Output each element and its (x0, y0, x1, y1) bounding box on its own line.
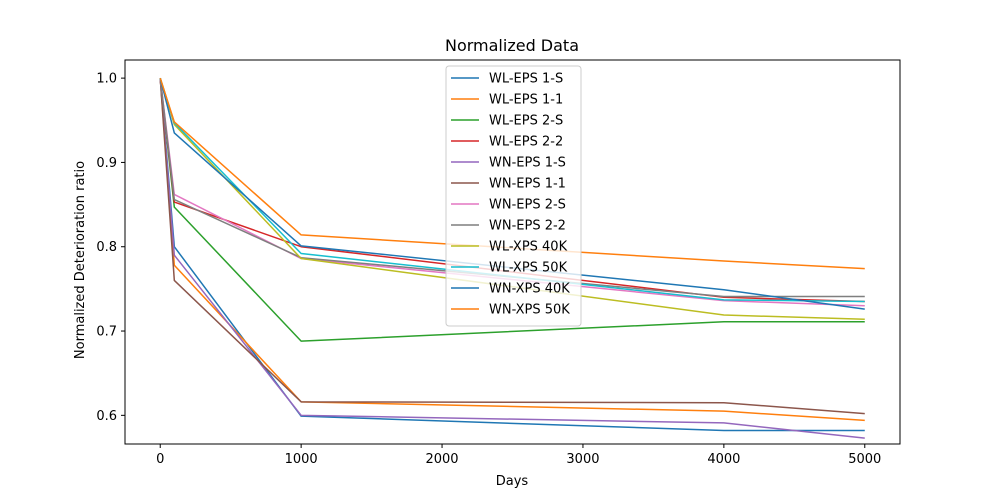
series-line-6 (159, 78, 865, 415)
legend-label: WL-EPS 2-2 (489, 135, 563, 150)
y-tick-label: 0.7 (96, 325, 117, 340)
legend-label: WN-EPS 2-2 (489, 219, 566, 234)
legend-label: WN-XPS 40K (489, 282, 570, 297)
legend-label: WN-XPS 50K (489, 303, 570, 318)
x-tick-label: 1000 (285, 452, 318, 467)
legend-box (445, 65, 582, 327)
legend-label: WL-EPS 2-S (489, 114, 563, 129)
legend-label: WN-EPS 2-S (489, 198, 566, 213)
series-line-11 (159, 77, 865, 310)
x-axis-label: Days (496, 474, 529, 489)
x-tick-label: 4000 (707, 452, 740, 467)
series-line-5 (159, 78, 865, 439)
x-tick-label: 2000 (425, 452, 458, 467)
y-tick-label: 0.9 (96, 156, 117, 171)
y-tick-label: 0.8 (96, 240, 117, 255)
y-tick-label: 0.6 (96, 409, 117, 424)
plot-frame (124, 59, 901, 445)
chart-title: Normalized Data (445, 36, 579, 55)
x-tick-label: 5000 (848, 452, 881, 467)
legend-label: WN-EPS 1-S (489, 156, 566, 171)
legend-label: WL-EPS 1-S (489, 72, 563, 87)
x-tick-label: 0 (156, 452, 164, 467)
y-tick-label: 1.0 (96, 72, 117, 87)
legend-label: WL-XPS 40K (489, 240, 568, 255)
axes-layer: 0 1000 2000 3000 4000 5000 0.6 0.7 0.8 0.9 1.0 (96, 59, 901, 467)
y-axis-label: Normalized Deterioration ratio (73, 161, 88, 359)
legend-label: WL-EPS 1-1 (489, 93, 563, 108)
legend-label: WL-XPS 50K (489, 261, 568, 276)
series-line-12 (159, 77, 865, 270)
legend: WL-EPS 1-S WL-EPS 1-1 WL-EPS 2-S WL-EPS 2-2… (445, 65, 582, 327)
legend-label: WN-EPS 1-1 (489, 177, 566, 192)
x-tick-label: 3000 (566, 452, 599, 467)
series-layer (159, 77, 865, 439)
